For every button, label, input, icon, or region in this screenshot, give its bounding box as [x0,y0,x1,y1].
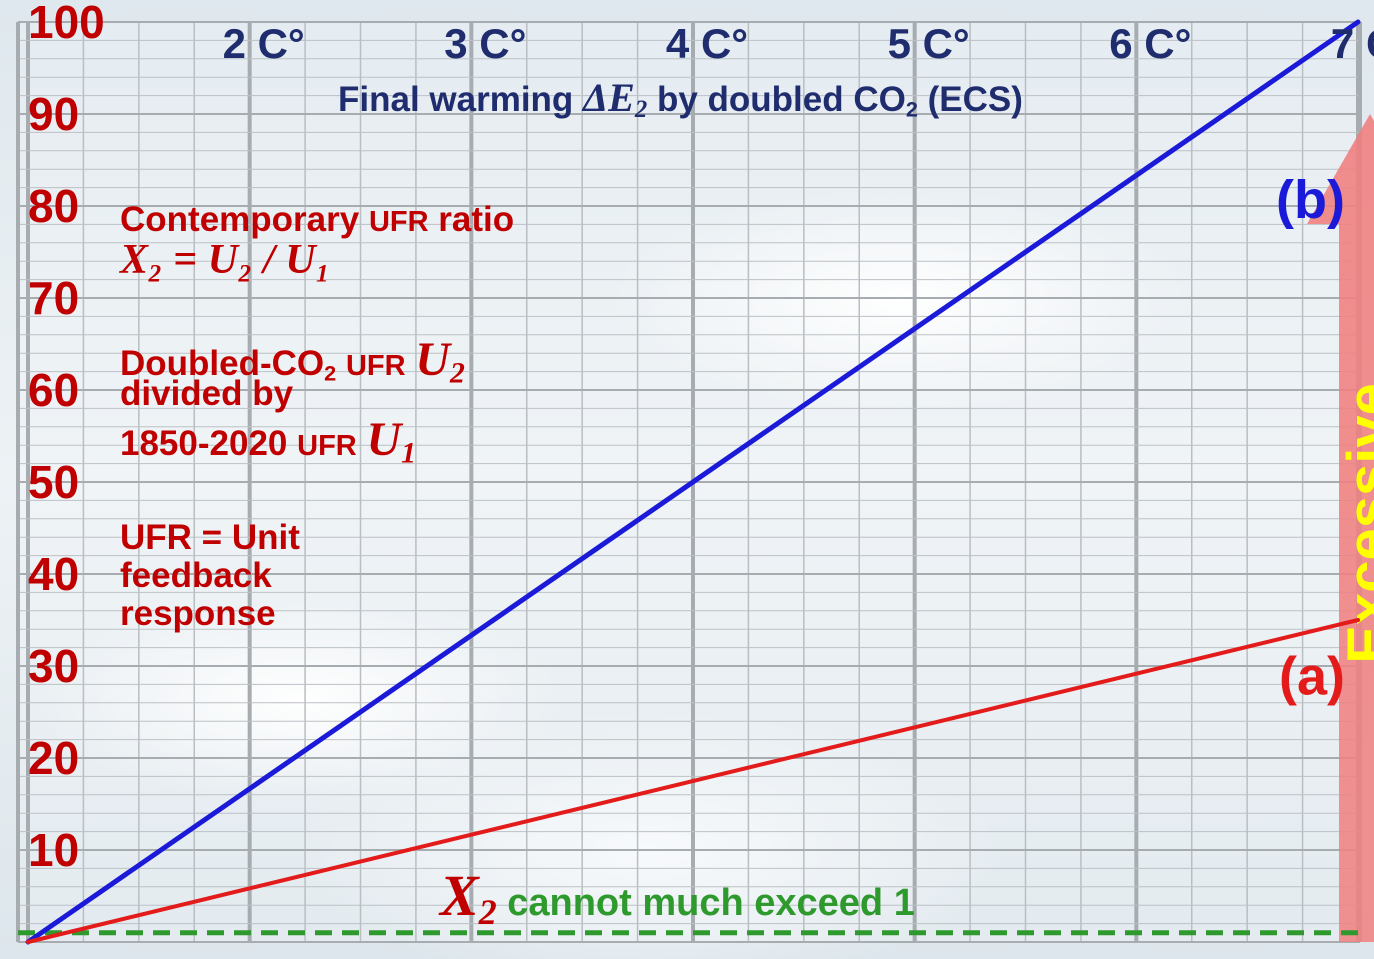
doubled-line-1-main: Doubled-CO [120,344,325,383]
ratio-formula: X₂ = U₂ / U₁ [120,237,331,283]
doubled-line-1-small: UFR [345,350,406,382]
ufr-definition-3: response [120,594,276,633]
limit-symbol-sub: 2 [478,891,497,932]
arrow-label: Excessive [1336,383,1374,664]
x-tick-label: 5 C° [888,20,970,67]
arrow-shape [1307,114,1374,942]
doubled-line-3: 1850-2020 UFR U1 [120,412,417,470]
x-tick-label: 3 C° [444,20,526,67]
y-tick-label: 10 [28,824,79,876]
x-tick-label: 4 C° [666,20,748,67]
limit-symbol: X2 [440,863,497,930]
doubled-line-3-sym-main: U [366,413,402,466]
title-symbol-sub: 2 [634,96,648,124]
x-tick-label: 2 C° [223,20,305,67]
y-tick-label: 80 [28,180,79,232]
doubled-line-1: Doubled-CO2 UFR U2 [120,332,465,390]
y-tick-label: 90 [28,88,79,140]
title-suffix: by doubled CO2 [656,80,918,122]
doubled-line-2: divided by [120,374,294,413]
y-tick-label: 30 [28,640,79,692]
chart-title-text: Final warming [338,80,574,119]
limit-annotation: X2 cannot much exceed 1 [440,862,915,930]
doubled-line-3-main: 1850-2020 [120,424,288,463]
title-suffix-main: by doubled CO [656,80,906,119]
x-tick-labels: 2 C° 3 C° 4 C° 5 C° 6 C° 7 C° [223,20,1374,67]
ufr-definition-1: UFR = Unit [120,518,300,557]
doubled-line-3-sym-sub: 1 [401,436,417,470]
limit-text: cannot much exceed 1 [507,882,915,924]
ratio-title-end: ratio [438,200,515,239]
doubled-line-1-sym-main: U [415,333,450,386]
doubled-line-1-sym: U2 [415,333,465,390]
title-suffix-sub: 2 [905,96,918,122]
x-tick-label: 7 C° [1331,20,1374,67]
title-symbol: ΔE2 [583,75,648,124]
series-layer: (b) (a) [18,19,1361,945]
y-tick-label: 100 [28,0,105,48]
ufr-definition-2: feedback [120,556,272,595]
ratio-title-small: UFR [368,206,429,238]
ratio-title-text: Contemporary [120,200,360,239]
series-label-b: (b) [1276,170,1345,230]
title-symbol-main: ΔE [583,75,635,120]
chart-title: Final warming ΔE2 by doubled CO2 (ECS) [338,74,1023,124]
series-line-b [25,19,1361,945]
series-label-a: (a) [1279,646,1345,706]
limit-symbol-main: X [440,863,479,928]
doubled-line-1-sub: 2 [324,360,337,386]
series-line-a [26,618,1360,944]
y-tick-label: 70 [28,272,79,324]
doubled-line-3-small: UFR [297,430,357,462]
y-tick-label: 40 [28,548,79,600]
excessive-arrow: Excessive [1307,114,1374,942]
y-tick-label: 60 [28,364,79,416]
doubled-line-1-sym-sub: 2 [449,356,465,390]
x-tick-label: 6 C° [1109,20,1191,67]
y-tick-labels: 10 20 30 40 50 60 70 80 90 100 [28,0,105,876]
title-tail: (ECS) [927,80,1023,119]
y-tick-label: 50 [28,456,79,508]
ratio-title: Contemporary UFR ratio [120,200,514,240]
doubled-line-3-sym: U1 [366,413,417,470]
y-tick-label: 20 [28,732,79,784]
